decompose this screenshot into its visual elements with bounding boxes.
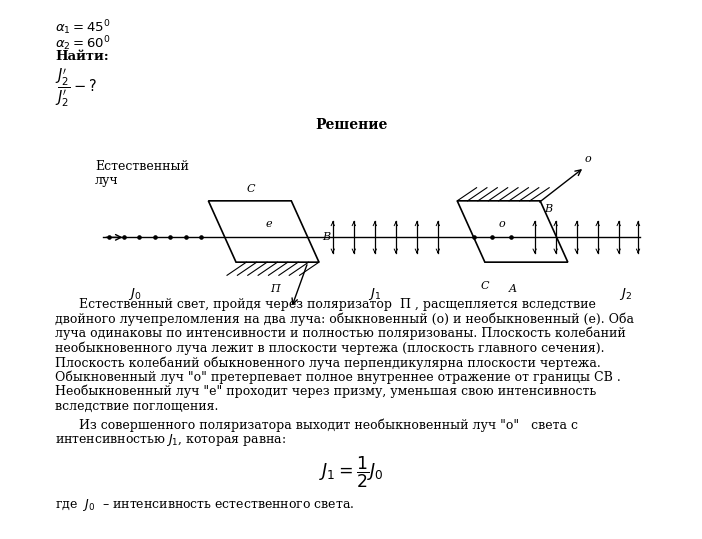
Text: $\alpha_2 = 60^0$: $\alpha_2 = 60^0$ [55,34,110,53]
Text: $\dfrac{J_2^{\prime}}{J_2^{\prime}} - ?$: $\dfrac{J_2^{\prime}}{J_2^{\prime}} - ?$ [55,66,97,109]
Text: Π: Π [270,284,279,294]
Text: необыкновенного луча лежит в плоскости чертежа (плоскость главного сечения).: необыкновенного луча лежит в плоскости ч… [55,342,604,355]
Text: Найти:: Найти: [55,50,109,63]
Text: $J_1$: $J_1$ [368,286,380,302]
Text: C: C [246,184,256,194]
Text: $\alpha_1 = 45^0$: $\alpha_1 = 45^0$ [55,18,110,37]
Text: луча одинаковы по интенсивности и полностью поляризованы. Плоскость колебаний: луча одинаковы по интенсивности и полнос… [55,327,625,341]
Text: o: o [585,154,592,164]
Text: Естественный: Естественный [95,160,189,173]
Text: Обыкновенный луч "о" претерпевает полное внутреннее отражение от границы СВ .: Обыкновенный луч "о" претерпевает полное… [55,370,621,384]
Text: Решение: Решение [314,118,388,132]
Text: $J_0$: $J_0$ [128,286,142,302]
Text: $J_2$: $J_2$ [619,286,633,302]
Text: где  $J_0$  – интенсивность естественного света.: где $J_0$ – интенсивность естественного … [55,497,355,513]
Text: Необыкновенный луч "е" проходит через призму, уменьшая свою интенсивность: Необыкновенный луч "е" проходит через пр… [55,385,596,398]
Text: интенсивностью $J_1$, которая равна:: интенсивностью $J_1$, которая равна: [55,432,286,448]
Text: C: C [481,281,489,291]
Text: o: o [498,219,505,229]
Text: луч: луч [95,174,119,187]
Text: двойного лучепреломления на два луча: обыкновенный (о) и необыкновенный (е). Оба: двойного лучепреломления на два луча: об… [55,313,634,326]
Text: Из совершенного поляризатора выходит необыкновенный луч "о"   света с: Из совершенного поляризатора выходит нео… [55,418,578,432]
Text: A: A [508,284,517,294]
Text: $J_1 = \dfrac{1}{2} J_0$: $J_1 = \dfrac{1}{2} J_0$ [319,455,383,490]
Text: e: e [266,219,272,229]
Text: Естественный свет, пройдя через поляризатор  Π , расщепляется вследствие: Естественный свет, пройдя через поляриза… [55,298,596,311]
Text: Плоскость колебаний обыкновенного луча перпендикулярна плоскости чертежа.: Плоскость колебаний обыкновенного луча п… [55,356,601,370]
Text: B: B [544,204,552,214]
Text: B: B [322,232,330,243]
Text: вследствие поглощения.: вследствие поглощения. [55,399,218,412]
